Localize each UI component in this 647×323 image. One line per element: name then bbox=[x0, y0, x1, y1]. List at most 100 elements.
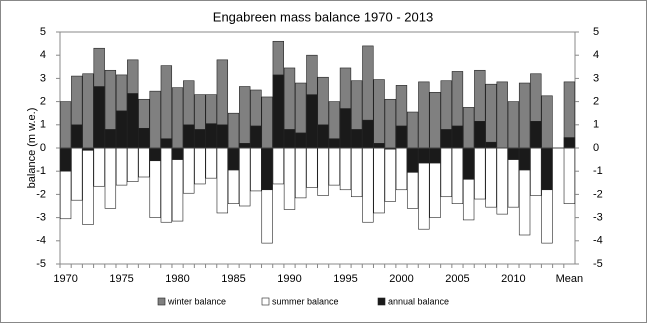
x-tick-label: 2010 bbox=[501, 273, 525, 285]
y2-tick-label: 0 bbox=[593, 142, 599, 154]
bar bbox=[115, 110, 128, 149]
y-tick-label: -5 bbox=[36, 258, 46, 270]
bar bbox=[227, 112, 240, 149]
bar bbox=[395, 125, 408, 149]
legend-label: winter balance bbox=[167, 296, 226, 306]
bar bbox=[362, 119, 374, 149]
x-tick-label: 1975 bbox=[109, 273, 133, 285]
bar bbox=[295, 147, 307, 199]
x-tick-label: 1995 bbox=[333, 273, 357, 285]
x-tick-label: 1985 bbox=[221, 273, 245, 285]
bar bbox=[272, 147, 284, 185]
bar bbox=[239, 147, 251, 207]
bar bbox=[160, 138, 173, 149]
chart-title: Engabreen mass balance 1970 - 2013 bbox=[213, 9, 433, 24]
bar bbox=[496, 81, 508, 149]
bar bbox=[171, 87, 184, 149]
y2-tick-label: 5 bbox=[593, 26, 599, 38]
legend-swatch bbox=[377, 297, 386, 306]
bar bbox=[440, 147, 452, 198]
bar bbox=[149, 90, 161, 149]
bar bbox=[507, 101, 520, 149]
bar bbox=[351, 129, 363, 149]
legend-label: summer balance bbox=[272, 296, 339, 306]
bar bbox=[406, 111, 419, 149]
bar bbox=[317, 147, 329, 196]
bar bbox=[261, 96, 273, 149]
y-tick-label: 0 bbox=[40, 142, 46, 154]
y2-tick-label: -5 bbox=[593, 258, 603, 270]
bar bbox=[485, 141, 497, 149]
bar bbox=[216, 124, 229, 149]
bar bbox=[194, 129, 206, 149]
bar bbox=[82, 147, 94, 225]
bar bbox=[429, 92, 441, 149]
bar bbox=[507, 147, 520, 160]
bar bbox=[227, 147, 240, 171]
y-tick-label: 5 bbox=[40, 26, 46, 38]
y-tick-label: 4 bbox=[40, 49, 46, 61]
y2-tick-label: 1 bbox=[593, 119, 599, 131]
bar bbox=[429, 147, 441, 164]
y2-tick-label: 3 bbox=[593, 72, 599, 84]
y-tick-label: 2 bbox=[40, 96, 46, 108]
bar bbox=[362, 147, 374, 223]
bar bbox=[563, 147, 576, 204]
bar bbox=[541, 95, 553, 149]
bar bbox=[395, 147, 408, 191]
y-tick-label: -3 bbox=[36, 212, 46, 224]
bar bbox=[138, 127, 150, 149]
bar bbox=[295, 132, 307, 149]
x-tick-label: 1980 bbox=[165, 273, 189, 285]
bar bbox=[462, 107, 475, 149]
x-tick-label: 1970 bbox=[53, 273, 77, 285]
y2-tick-label: 2 bbox=[593, 96, 599, 108]
bar bbox=[474, 147, 486, 200]
bar bbox=[216, 147, 229, 214]
y2-tick-label: -1 bbox=[593, 165, 603, 177]
bar bbox=[451, 125, 464, 149]
bar bbox=[530, 147, 542, 196]
bar bbox=[306, 94, 318, 149]
bar bbox=[418, 147, 430, 164]
bar bbox=[283, 129, 296, 149]
bar bbox=[451, 147, 464, 204]
y2-tick-label: -2 bbox=[593, 188, 603, 200]
bar bbox=[71, 124, 83, 149]
bar bbox=[171, 147, 184, 160]
bar bbox=[328, 138, 340, 149]
bar bbox=[127, 147, 139, 182]
bar bbox=[127, 93, 139, 149]
bar bbox=[317, 124, 329, 149]
legend-swatch bbox=[261, 297, 270, 306]
y-tick-label: -4 bbox=[36, 235, 46, 247]
bar bbox=[373, 143, 385, 149]
bar bbox=[373, 79, 385, 149]
bar bbox=[563, 137, 576, 149]
bar bbox=[71, 147, 83, 201]
x-tick-label: 2005 bbox=[445, 273, 469, 285]
y-axis-label: balance (m w.e.) bbox=[26, 108, 38, 189]
y-tick-label: -1 bbox=[36, 165, 46, 177]
bar bbox=[530, 121, 542, 149]
bar bbox=[328, 147, 340, 186]
bar bbox=[462, 147, 475, 180]
bar bbox=[104, 147, 117, 209]
bar bbox=[496, 147, 508, 215]
x-tick-label: 1990 bbox=[277, 273, 301, 285]
bar bbox=[306, 147, 318, 188]
bar bbox=[406, 147, 419, 173]
y2-tick-label: 4 bbox=[593, 49, 599, 61]
bar bbox=[183, 147, 195, 194]
bar bbox=[160, 65, 173, 149]
bar bbox=[183, 124, 195, 149]
bar bbox=[384, 147, 396, 202]
bar bbox=[351, 147, 363, 198]
bar bbox=[250, 125, 262, 149]
bar bbox=[59, 147, 72, 172]
bar bbox=[373, 147, 385, 214]
bar bbox=[138, 147, 150, 178]
y-tick-label: 3 bbox=[40, 72, 46, 84]
bar bbox=[93, 147, 105, 187]
